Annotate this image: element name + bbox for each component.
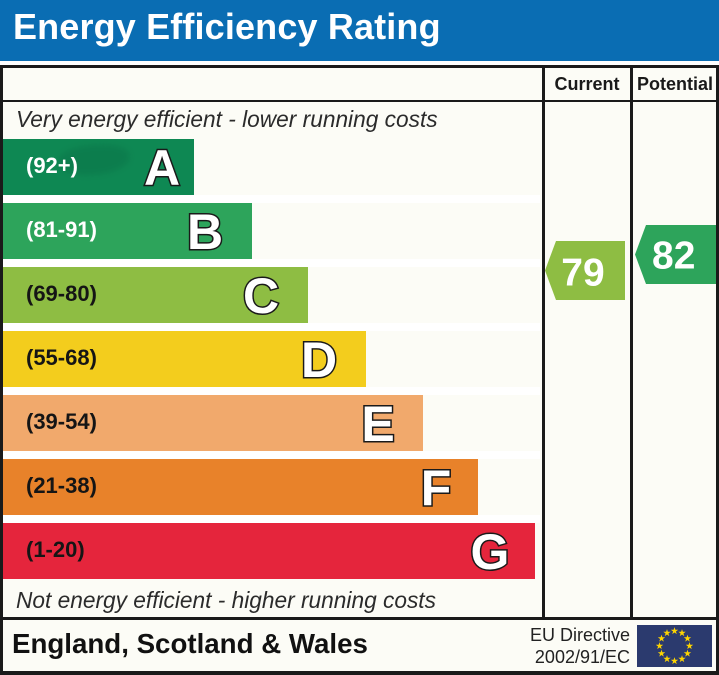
svg-text:79: 79 <box>561 252 604 295</box>
svg-text:E: E <box>361 396 394 452</box>
svg-text:D: D <box>301 332 337 388</box>
svg-text:C: C <box>243 268 279 324</box>
svg-text:82: 82 <box>652 235 695 278</box>
svg-text:F: F <box>421 460 452 516</box>
svg-text:G: G <box>471 524 510 580</box>
svg-text:A: A <box>144 140 180 196</box>
svg-text:B: B <box>187 204 223 260</box>
